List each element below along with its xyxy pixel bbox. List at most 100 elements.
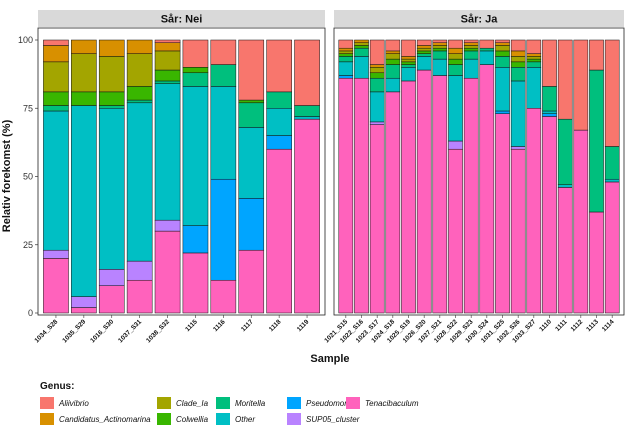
segment-Aliivibrio: [154, 39, 181, 43]
bar-1034_S28: [43, 39, 69, 314]
segment-Moritella: [369, 77, 385, 93]
segment-Moritella: [401, 64, 416, 68]
segment-Tenacibaculum: [589, 211, 604, 314]
x-tick-label: 1110: [538, 318, 553, 333]
x-tick-label: 1038_S32: [145, 318, 171, 344]
segment-Clade_Ia: [448, 53, 463, 60]
segment-SUP05_cluster: [71, 296, 97, 308]
segment-Moritella: [294, 105, 320, 117]
segment-Other: [43, 110, 69, 251]
segment-Colwellia: [338, 53, 354, 57]
segment-Aliivibrio: [385, 39, 401, 52]
panel-strip: [38, 10, 325, 27]
segment-Moritella: [432, 50, 448, 60]
bar-1110: [542, 39, 557, 314]
bar-1016_S30: [98, 39, 125, 314]
bar-1113: [589, 39, 604, 314]
legend-swatch: [287, 413, 301, 425]
segment-Pseudomonas: [182, 225, 209, 254]
segment-Colwellia: [126, 86, 153, 101]
legend-item-Clade_Ia: Clade_Ia: [157, 397, 209, 409]
segment-Candidatus_Actinomarina: [463, 42, 479, 46]
segment-Moritella: [126, 99, 153, 104]
legend-swatch: [40, 397, 54, 409]
legend-title: Genus:: [40, 381, 74, 392]
segment-Other: [463, 58, 479, 79]
panel-1: Sår: Nei 1034_S28 1035_S29 1016_S30 1037_S31…: [33, 10, 326, 344]
segment-Aliivibrio: [338, 39, 354, 49]
segment-Other: [542, 110, 557, 114]
segment-Moritella: [479, 47, 495, 52]
segment-Other: [495, 67, 510, 112]
segment-Candidatus_Actinomarina: [495, 42, 510, 46]
x-tick-label: 1112: [570, 318, 585, 333]
segment-Moritella: [98, 105, 125, 109]
segment-Aliivibrio: [210, 39, 237, 65]
segment-Colwellia: [71, 91, 97, 106]
y-tick-label: 75: [23, 103, 33, 113]
x-tick-label: 1114: [601, 318, 616, 333]
segment-Other: [210, 86, 237, 180]
bar-1028_S22: [448, 39, 463, 314]
segment-Tenacibaculum: [526, 108, 542, 314]
segment-Tenacibaculum: [604, 181, 620, 314]
segment-Aliivibrio: [182, 39, 209, 68]
segment-Other: [354, 56, 369, 79]
bar-1035_S29: [71, 39, 97, 314]
legend-item-Pseudomonas: Pseudomonas: [287, 397, 357, 409]
segment-Clade_Ia: [369, 67, 385, 74]
segment-Tenacibaculum: [182, 252, 209, 314]
legend-label: Tenacibaculum: [365, 399, 419, 408]
x-tick-label: 1035_S29: [61, 318, 87, 344]
segment-SUP05_cluster: [154, 219, 181, 232]
segment-Tenacibaculum: [463, 77, 479, 314]
segment-Aliivibrio: [510, 39, 526, 52]
legend-item-Aliivibrio: Aliivibrio: [40, 397, 89, 409]
panel-title: Sår: Nei: [161, 14, 203, 26]
x-tick-label: 1016_S30: [89, 318, 115, 344]
segment-Candidatus_Actinomarina: [510, 50, 526, 57]
segment-Colwellia: [385, 58, 401, 65]
segment-Other: [416, 56, 432, 71]
segment-Clade_Ia: [526, 56, 542, 60]
segment-Aliivibrio: [604, 39, 620, 147]
panel-title: Sår: Ja: [461, 14, 499, 26]
segment-Colwellia: [154, 69, 181, 82]
segment-Candidatus_Actinomarina: [98, 39, 125, 57]
segment-Clade_Ia: [43, 61, 69, 93]
segment-Aliivibrio: [573, 39, 589, 131]
segment-Tenacibaculum: [369, 124, 385, 314]
legend-label: Moritella: [235, 399, 266, 408]
segment-Tenacibaculum: [98, 285, 125, 314]
segment-Tenacibaculum: [573, 129, 589, 314]
segment-Other: [294, 116, 320, 120]
segment-Candidatus_Actinomarina: [126, 39, 153, 54]
legend: Genus: Aliivibrio Candidatus_Actinomarina…: [40, 381, 419, 425]
bar-1027_S21: [432, 39, 448, 314]
segment-Moritella: [154, 80, 181, 84]
segment-Clade_Ia: [432, 45, 448, 49]
segment-Clade_Ia: [338, 50, 354, 54]
segment-Moritella: [385, 64, 401, 79]
segment-Aliivibrio: [432, 39, 448, 43]
segment-Colwellia: [416, 50, 432, 54]
segment-Other: [126, 102, 153, 262]
segment-Moritella: [542, 86, 557, 112]
segment-Tenacibaculum: [542, 116, 557, 314]
segment-Aliivibrio: [294, 39, 320, 106]
segment-Candidatus_Actinomarina: [448, 47, 463, 54]
segment-SUP05_cluster: [126, 260, 153, 281]
legend-swatch: [157, 397, 171, 409]
bar-1037_S31: [126, 39, 153, 314]
segment-Tenacibaculum: [495, 113, 510, 314]
legend-swatch: [346, 397, 360, 409]
segment-Moritella: [266, 91, 292, 109]
y-tick-label: 0: [28, 308, 33, 318]
bar-1022_S16: [354, 39, 369, 314]
segment-Tenacibaculum: [126, 279, 153, 314]
segment-Moritella: [448, 64, 463, 76]
segment-Other: [238, 127, 265, 199]
segment-Moritella: [510, 67, 526, 82]
bar-1029_S23: [463, 39, 479, 314]
